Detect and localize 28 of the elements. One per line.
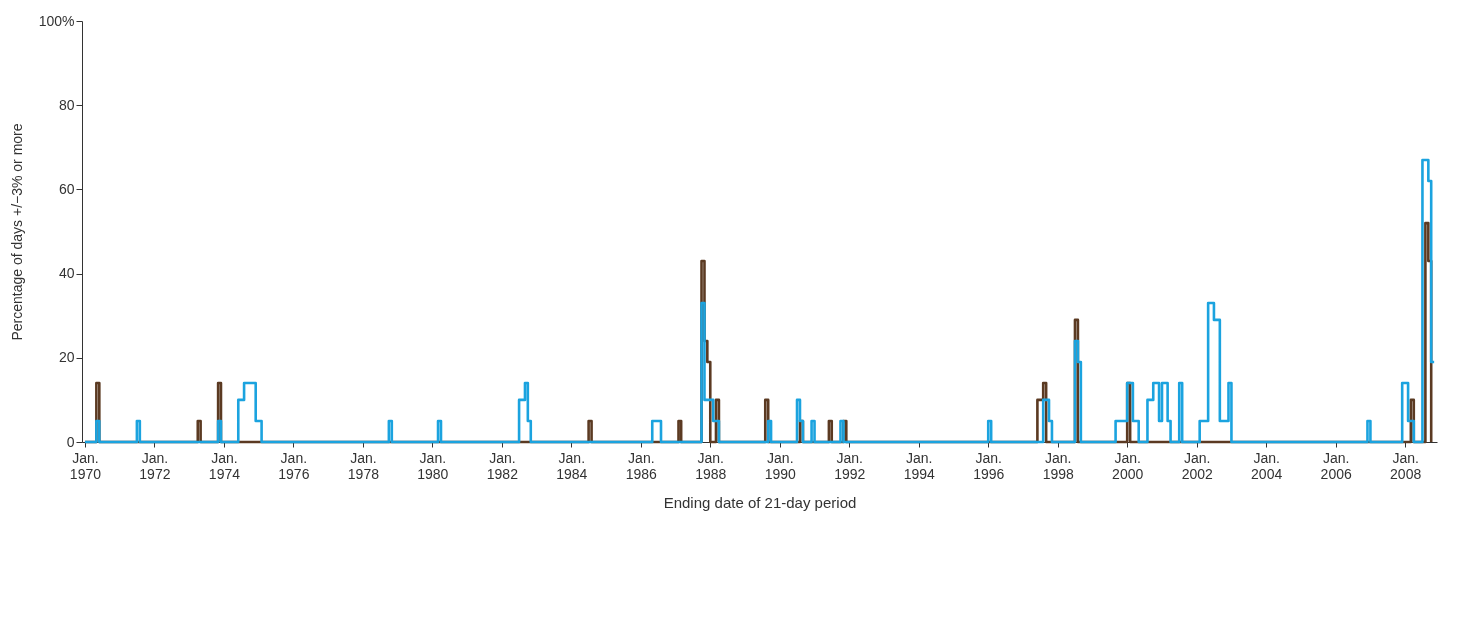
x-tick-label: Jan. 1976 [278,449,310,482]
x-tick-label: Jan. 2000 [1112,449,1144,482]
x-tick-label: Jan. 1978 [347,449,380,482]
x-tick-label: Jan. 1988 [695,449,727,482]
x-tick-label: Jan. 1992 [834,449,866,482]
x-tick-label: Jan. 2004 [1251,449,1283,482]
y-axis-title: Percentage of days +/−3% or more [8,123,25,341]
x-tick-label: Jan. 1986 [625,449,658,482]
x-tick-label: Jan. 1994 [903,449,936,482]
x-tick-label: Jan. 1980 [417,449,449,482]
y-tick-label: 100% [38,12,75,29]
x-tick-label: Jan. 2002 [1181,449,1213,482]
x-axis-title: Ending date of 21-day period [663,493,857,511]
x-tick-label: Jan. 2006 [1320,449,1352,482]
y-tick-label: 80 [58,96,75,113]
y-tick-label: 0 [66,433,75,450]
x-tick-label: Jan. 1990 [764,449,797,482]
y-tick-label: 40 [58,265,75,282]
x-tick-label: Jan. 1972 [139,449,171,482]
x-tick-label: Jan. 2008 [1390,449,1422,482]
x-tick-label: Jan. 1982 [486,449,519,482]
y-tick-label: 20 [58,349,75,366]
x-tick-label: Jan. 1974 [208,449,241,482]
x-tick-label: Jan. 1998 [1042,449,1075,482]
x-tick-label: Jan. 1970 [69,449,102,482]
y-tick-label: 60 [58,180,75,197]
x-tick-label: Jan. 1996 [973,449,1005,482]
x-tick-label: Jan. 1984 [556,449,588,482]
